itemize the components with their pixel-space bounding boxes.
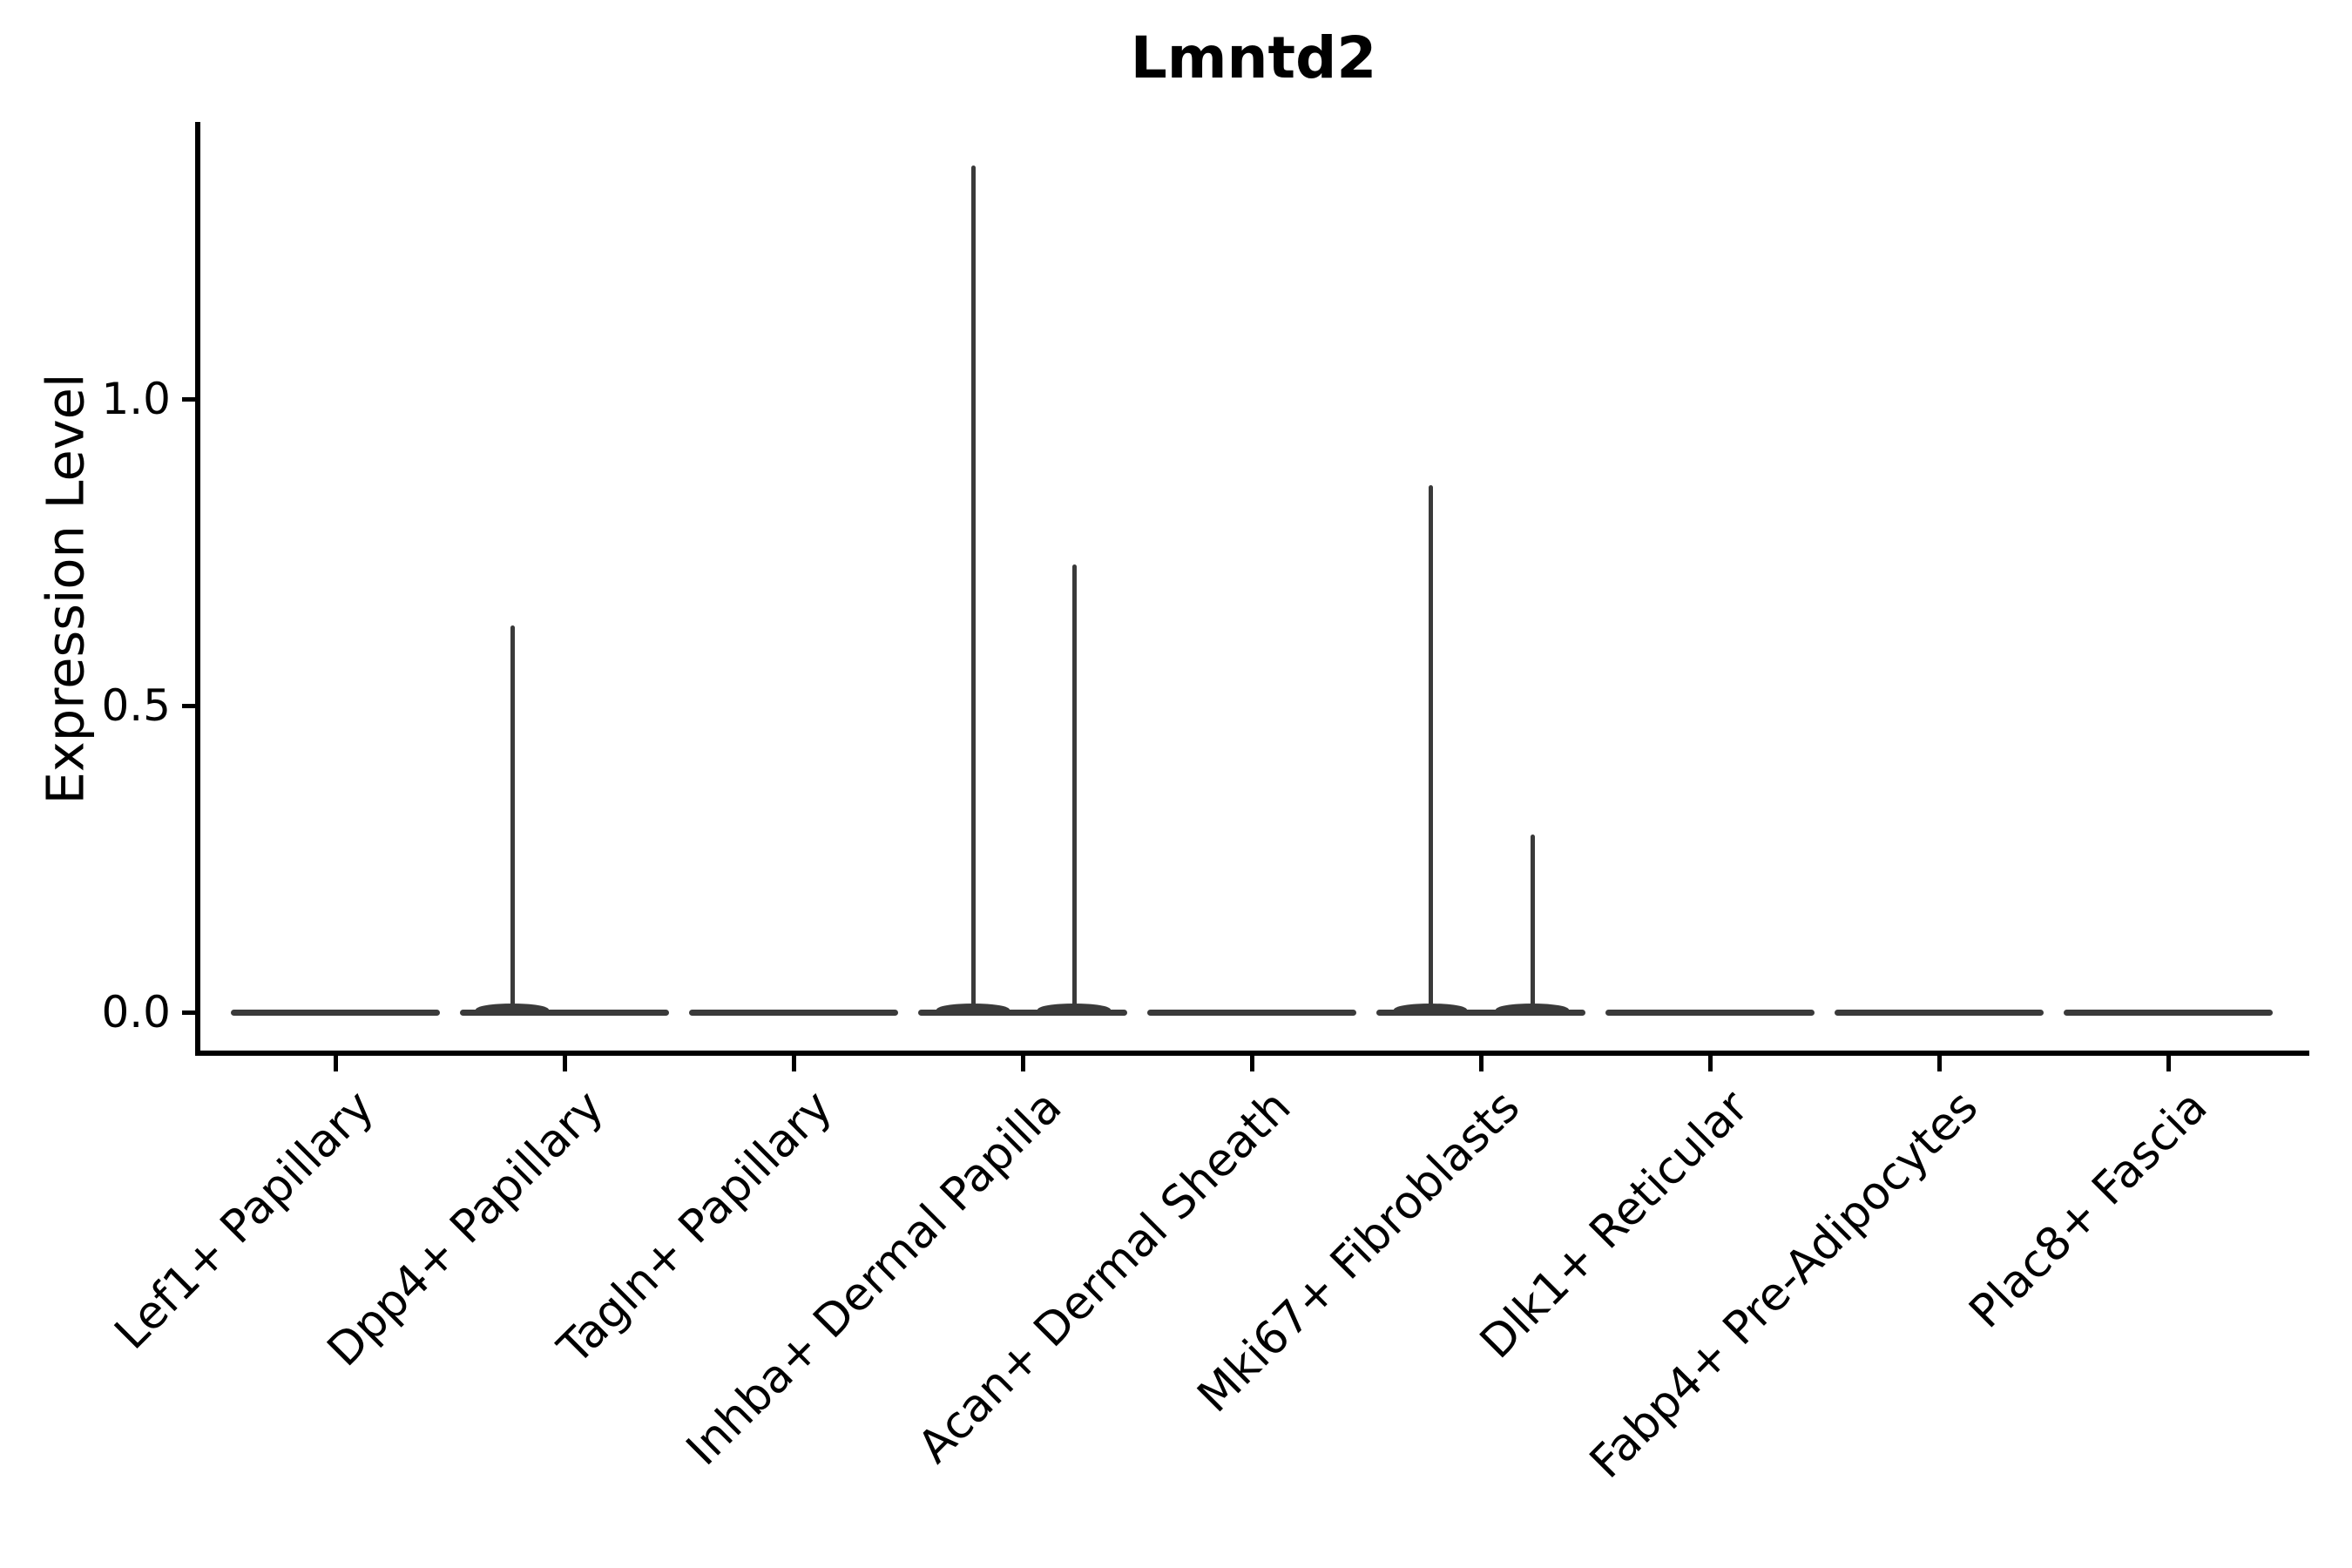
violin-spike [970,166,976,1012]
x-tick-mark [2166,1056,2171,1071]
y-tick-label: 1.0 [101,374,171,424]
x-tick-mark [791,1056,796,1071]
x-tick-mark [1249,1056,1254,1071]
x-tick-mark [562,1056,567,1071]
violin-spike [1530,834,1535,1012]
y-tick-label: 0.5 [101,680,171,731]
violin-body [1835,1009,2044,1016]
violin-spike [1428,484,1433,1012]
y-axis-spine [195,122,200,1056]
violin-body [460,1009,669,1016]
x-tick-label: Inhba+ Dermal Papilla [676,1080,1072,1477]
violin-body [2064,1009,2273,1016]
violin-body [689,1009,898,1016]
x-tick-mark [1707,1056,1713,1071]
x-tick-mark [1478,1056,1484,1071]
x-tick-mark [1936,1056,1942,1071]
x-tick-label: Fabp4+ Pre-Adipocytes [1579,1080,1989,1489]
x-tick-label: Plac8+ Fascia [1959,1080,2218,1339]
violin-body [1605,1009,1815,1016]
violin-body [1147,1009,1356,1016]
violin-body [231,1009,440,1016]
y-tick-label: 0.0 [101,987,171,1037]
chart-title: Lmntd2 [1130,24,1377,91]
violin-body [1376,1009,1585,1016]
x-tick-label: Acan+ Dermal Sheath [908,1080,1301,1474]
y-tick-mark [182,396,198,402]
violin-body [918,1009,1127,1016]
x-axis-spine [195,1051,2309,1056]
x-tick-mark [333,1056,338,1071]
x-tick-mark [1020,1056,1025,1071]
violin-spike [510,625,515,1012]
violin-spike [1071,564,1077,1012]
y-axis-label: Expression Level [35,373,96,805]
y-tick-mark [182,1010,198,1015]
y-tick-mark [182,703,198,708]
